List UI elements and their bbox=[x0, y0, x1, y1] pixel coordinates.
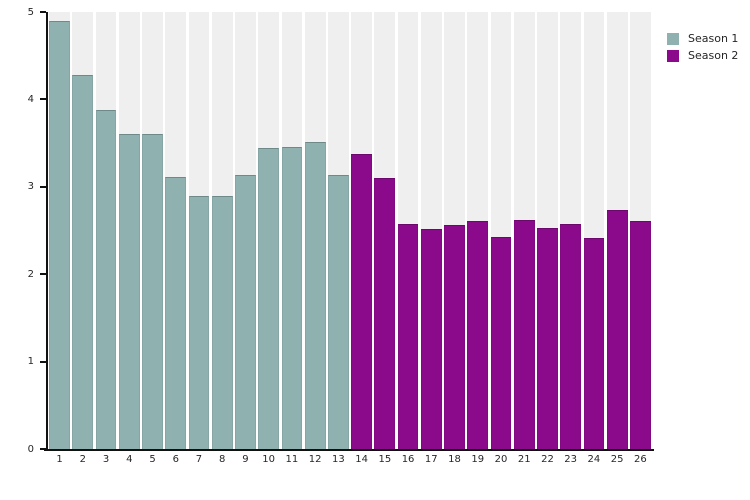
y-tick-label: 4 bbox=[27, 93, 34, 105]
x-tick-label: 8 bbox=[219, 454, 226, 465]
legend-swatch-season-2 bbox=[667, 49, 679, 62]
x-tick-label: 3 bbox=[102, 454, 110, 465]
x-tick-label: 6 bbox=[172, 454, 179, 465]
legend-item-season-2: Season 2 bbox=[667, 47, 738, 64]
y-tick-label: 0 bbox=[27, 443, 34, 455]
x-tick-label: 26 bbox=[634, 454, 647, 465]
legend-label-season-1: Season 1 bbox=[688, 32, 739, 45]
x-tick-label: 17 bbox=[424, 454, 438, 465]
x-tick-label: 13 bbox=[332, 454, 345, 465]
bar-season-2-x14 bbox=[351, 154, 373, 449]
y-tick-mark bbox=[40, 360, 46, 363]
x-tick-label: 19 bbox=[471, 454, 485, 465]
y-tick-label: 5 bbox=[27, 6, 34, 18]
x-tick-label: 2 bbox=[79, 454, 87, 465]
y-tick-label: 2 bbox=[27, 268, 34, 280]
bar-season-1-x2 bbox=[72, 74, 94, 449]
x-tick-label: 16 bbox=[401, 454, 415, 465]
bar-season-1-x10 bbox=[258, 148, 280, 449]
x-axis-line bbox=[44, 449, 654, 451]
legend-label-season-2: Season 2 bbox=[688, 49, 739, 62]
bar-season-2-x22 bbox=[537, 227, 558, 449]
bar-season-1-x1 bbox=[49, 20, 71, 449]
legend-swatch-season-1 bbox=[667, 32, 679, 45]
y-tick-mark bbox=[40, 98, 46, 101]
bar-season-2-x19 bbox=[467, 220, 489, 449]
bar-season-2-x20 bbox=[490, 236, 512, 449]
x-tick-label: 15 bbox=[378, 454, 392, 465]
y-tick-label: 3 bbox=[27, 181, 34, 193]
x-tick-label: 9 bbox=[242, 454, 249, 465]
bar-season-1-x7 bbox=[188, 196, 210, 449]
x-tick-label: 4 bbox=[126, 454, 133, 465]
y-tick-mark bbox=[40, 11, 46, 13]
bar-season-1-x8 bbox=[211, 196, 233, 449]
y-axis-line bbox=[46, 12, 48, 451]
bar-season-2-x15 bbox=[374, 178, 396, 449]
x-tick-label: 20 bbox=[494, 454, 508, 465]
plot-area bbox=[48, 12, 652, 449]
legend: Season 1 Season 2 bbox=[667, 30, 738, 64]
x-tick-label: 5 bbox=[149, 454, 156, 465]
bar-season-1-x12 bbox=[304, 142, 326, 449]
x-tick-label: 23 bbox=[564, 454, 578, 465]
x-tick-label: 11 bbox=[285, 454, 299, 465]
x-tick-label: 25 bbox=[610, 454, 624, 465]
bar-season-1-x13 bbox=[327, 175, 349, 449]
bar-season-2-x25 bbox=[606, 209, 628, 449]
bar-season-2-x26 bbox=[629, 220, 651, 449]
x-tick-label: 14 bbox=[355, 454, 368, 465]
bar-season-2-x16 bbox=[397, 223, 419, 449]
x-tick-label: 21 bbox=[517, 454, 531, 465]
x-tick-label: 12 bbox=[308, 454, 322, 465]
x-tick-label: 18 bbox=[448, 454, 461, 465]
bar-season-2-x17 bbox=[420, 228, 442, 449]
bar-season-2-x24 bbox=[583, 237, 605, 449]
bar-season-1-x11 bbox=[281, 146, 303, 449]
y-tick-mark bbox=[40, 448, 46, 450]
y-tick-label: 1 bbox=[27, 356, 34, 368]
bar-season-1-x5 bbox=[142, 133, 163, 449]
x-tick-label: 7 bbox=[195, 454, 203, 465]
x-tick-label: 10 bbox=[262, 454, 276, 465]
bar-season-1-x9 bbox=[235, 174, 256, 449]
x-tick-label: 1 bbox=[56, 454, 63, 465]
x-tick-label: 24 bbox=[587, 454, 601, 465]
bar-season-2-x18 bbox=[444, 225, 465, 449]
bar-season-2-x23 bbox=[560, 224, 582, 449]
y-tick-mark bbox=[40, 185, 46, 188]
bar-season-1-x3 bbox=[95, 109, 117, 449]
x-tick-label: 22 bbox=[541, 454, 554, 465]
y-tick-mark bbox=[40, 273, 46, 276]
bar-season-1-x6 bbox=[165, 177, 187, 449]
legend-item-season-1: Season 1 bbox=[667, 30, 738, 47]
bar-season-1-x4 bbox=[118, 133, 140, 449]
bar-season-2-x21 bbox=[513, 220, 535, 449]
